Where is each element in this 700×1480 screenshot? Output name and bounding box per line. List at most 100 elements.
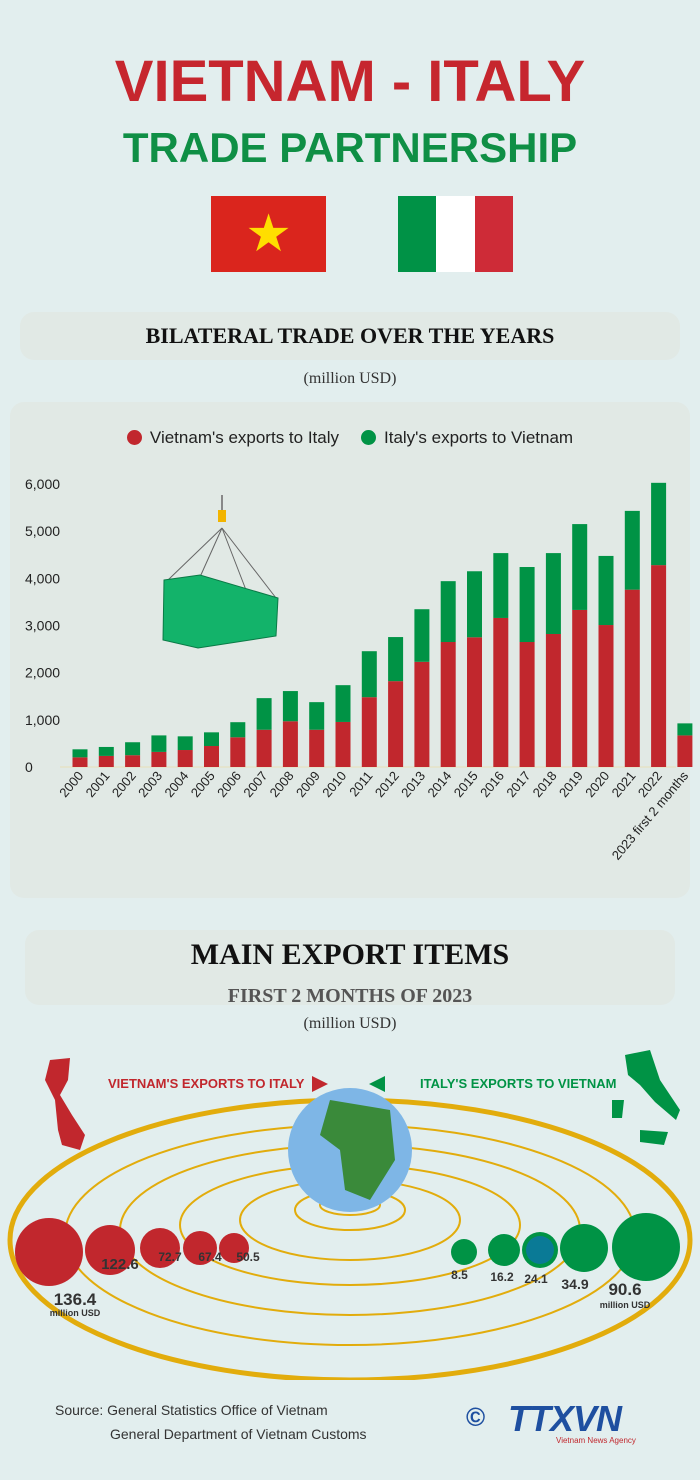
x-tick-label: 2008 <box>267 768 297 800</box>
bar-vietnam-exports <box>572 609 588 767</box>
bar-italy-exports <box>572 524 588 610</box>
section2-header <box>25 930 675 1005</box>
section1-unit: (million USD) <box>303 370 397 387</box>
bar-italy-exports <box>440 581 456 643</box>
vietnam-flag: ★ <box>211 196 326 272</box>
arrow-left-icon <box>369 1076 385 1092</box>
y-tick-label: 6,000 <box>25 476 60 492</box>
vn-item-value: 122.6 <box>101 1256 139 1273</box>
bar-italy-exports <box>677 723 693 736</box>
section2-unit: (million USD) <box>303 1015 397 1032</box>
section1-header: BILATERAL TRADE OVER THE YEARS <box>20 312 680 360</box>
vn-bubbles <box>15 1218 249 1286</box>
y-tick-label: 2,000 <box>25 665 60 681</box>
y-tick-label: 5,000 <box>25 523 60 539</box>
bar-vietnam-exports <box>361 697 377 767</box>
vn-item-value: 72.7 <box>158 1250 182 1264</box>
x-tick-label: 2012 <box>372 768 402 800</box>
bar-italy-exports <box>177 736 193 751</box>
bar-vietnam-exports <box>151 751 167 767</box>
copyright-icon: © <box>466 1402 486 1432</box>
bar-italy-exports <box>493 553 509 618</box>
x-tick-label: 2009 <box>293 768 323 800</box>
bar-vietnam-exports <box>677 735 693 767</box>
bar-vietnam-exports <box>545 633 561 767</box>
source-line-2: General Department of Vietnam Customs <box>110 1426 367 1442</box>
bar-italy-exports <box>204 732 219 747</box>
bar-vietnam-exports <box>624 589 640 767</box>
x-tick-label: 2021 <box>609 768 639 800</box>
bar-italy-exports <box>519 567 535 643</box>
section1-title: BILATERAL TRADE OVER THE YEARS <box>145 323 555 348</box>
it-item-value: 90.6 <box>608 1280 642 1299</box>
bar-vietnam-exports <box>467 637 482 767</box>
bar-vietnam-exports <box>309 729 325 767</box>
bar-vietnam-exports <box>414 661 430 767</box>
bar-italy-exports <box>624 510 640 590</box>
x-tick-label: 2003 <box>135 768 165 800</box>
bar-vietnam-exports <box>177 750 193 767</box>
bar-italy-exports <box>545 553 561 634</box>
x-tick-label: 2016 <box>477 768 507 800</box>
bar-italy-exports <box>230 722 246 738</box>
x-tick-label: 2002 <box>109 768 139 800</box>
bar-italy-exports <box>598 555 614 626</box>
bar-italy-exports <box>309 702 325 730</box>
x-tick-label: 2011 <box>346 768 375 799</box>
bar-vietnam-exports <box>72 757 88 767</box>
bar-chart: 01,0002,0003,0004,0005,0006,000200020012… <box>25 476 693 863</box>
it-item-value: 16.2 <box>490 1270 514 1284</box>
unit-label: million USD <box>49 1308 101 1318</box>
bar-italy-exports <box>361 651 377 698</box>
arrow-right-icon <box>312 1076 328 1092</box>
x-tick-label: 2017 <box>503 768 533 800</box>
bar-vietnam-exports <box>598 625 614 767</box>
section2-title: MAIN EXPORT ITEMS <box>190 938 510 971</box>
y-tick-label: 3,000 <box>25 618 60 634</box>
source-line-1: Source: General Statistics Office of Vie… <box>55 1402 328 1418</box>
bar-vietnam-exports <box>204 746 219 767</box>
bar-italy-exports <box>467 571 482 638</box>
bar-vietnam-exports <box>440 642 456 767</box>
legend-vietnam: Vietnam's exports to Italy <box>126 428 339 448</box>
bar-italy-exports <box>282 691 298 722</box>
it-bubbles <box>451 1213 680 1281</box>
y-tick-label: 4,000 <box>25 570 60 586</box>
italy-flag <box>398 196 513 272</box>
section2-subtitle: FIRST 2 MONTHS OF 2023 <box>227 985 473 1007</box>
x-tick-label: 2020 <box>582 768 612 800</box>
x-tick-label: 2006 <box>214 768 244 800</box>
vn-item-value: 136.4 <box>53 1290 97 1309</box>
x-tick-label: 2007 <box>240 768 270 800</box>
bar-vietnam-exports <box>256 729 272 767</box>
chart-legend: Vietnam's exports to Italy Italy's expor… <box>0 428 700 448</box>
ttxvn-logo-sub: Vietnam News Agency <box>556 1436 636 1445</box>
bar-italy-exports <box>388 637 404 682</box>
legend-italy: Italy's exports to Vietnam <box>361 428 573 448</box>
x-tick-label: 2019 <box>556 768 586 800</box>
bar-vietnam-exports <box>98 755 114 767</box>
y-tick-label: 1,000 <box>25 712 60 728</box>
bar-vietnam-exports <box>519 642 535 767</box>
it-exports-label: ITALY'S EXPORTS TO VIETNAM <box>420 1076 617 1091</box>
bar-italy-exports <box>414 609 430 662</box>
it-item-value: 24.1 <box>524 1272 548 1286</box>
bar-italy-exports <box>151 735 167 752</box>
bar-vietnam-exports <box>335 721 351 767</box>
x-tick-label: 2013 <box>398 768 428 800</box>
bar-vietnam-exports <box>230 737 246 767</box>
x-tick-label: 2018 <box>530 768 560 800</box>
bar-vietnam-exports <box>493 617 509 767</box>
vn-item-value: 67.4 <box>198 1250 222 1264</box>
container-illustration <box>162 495 279 649</box>
bar-italy-exports <box>125 742 141 756</box>
x-tick-label: 2005 <box>188 768 218 800</box>
orbit-graphic <box>7 1050 693 1380</box>
vn-exports-label: VIETNAM'S EXPORTS TO ITALY <box>108 1076 305 1091</box>
vietnam-map-icon <box>45 1058 85 1150</box>
italy-map-icon <box>612 1050 680 1145</box>
bar-vietnam-exports <box>651 565 667 767</box>
bar-italy-exports <box>72 749 88 758</box>
page-title: VIETNAM - ITALY <box>114 49 586 114</box>
unit-label: million USD <box>599 1300 651 1310</box>
